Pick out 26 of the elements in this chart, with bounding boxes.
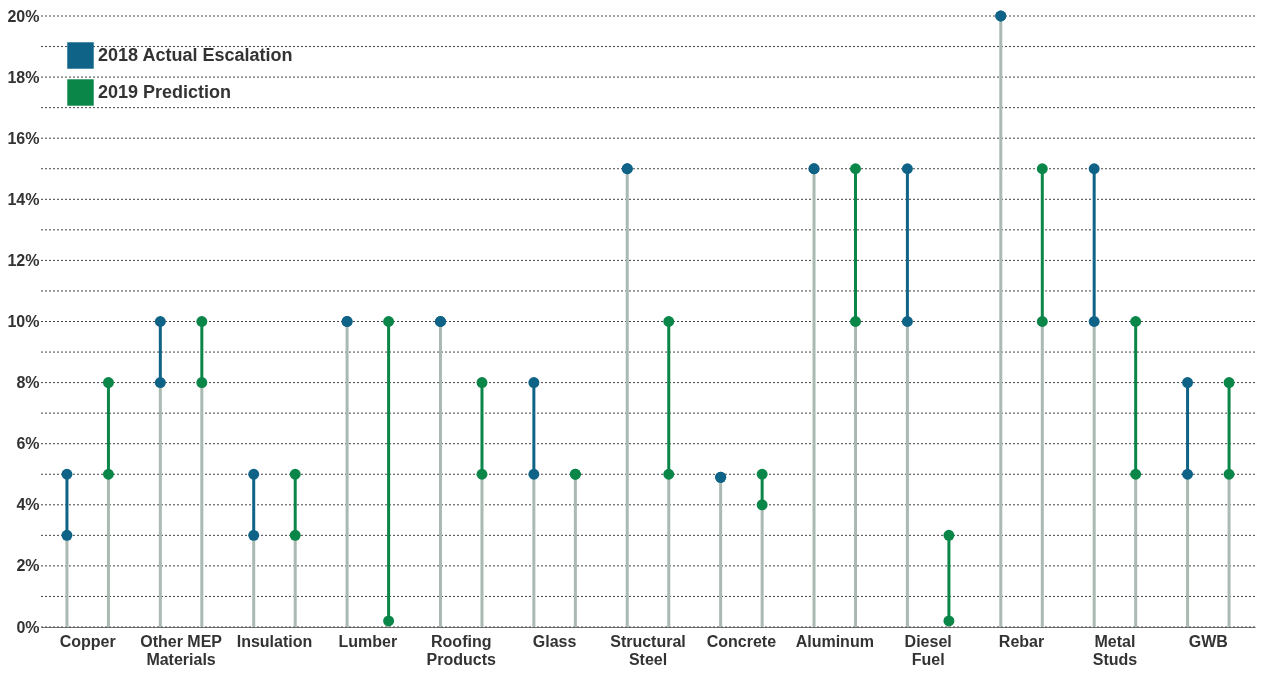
x-tick-label: Concrete xyxy=(706,632,777,650)
x-tick-label: Insulation xyxy=(236,632,313,650)
y-tick-label: 20% xyxy=(7,7,40,25)
y-tick-label: 0% xyxy=(16,618,40,636)
y-tick-label: 16% xyxy=(7,129,40,147)
x-tick-label: Metal Studs xyxy=(1092,632,1138,668)
y-tick-label: 12% xyxy=(7,251,40,269)
x-tick-label: GWB xyxy=(1188,632,1228,650)
x-tick-label: Diesel Fuel xyxy=(904,632,952,668)
legend-label: 2019 Prediction xyxy=(98,81,232,102)
x-tick-label: Structural Steel xyxy=(610,632,686,668)
y-tick-label: 10% xyxy=(7,313,40,330)
x-tick-label: Glass xyxy=(532,632,577,650)
y-tick-label: 4% xyxy=(16,496,40,514)
x-tick-label: Other MEP Materials xyxy=(140,632,223,668)
x-tick-label: Rebar xyxy=(998,632,1045,650)
y-tick-label: 6% xyxy=(16,435,40,453)
x-tick-label: Aluminum xyxy=(795,632,874,650)
legend-label: 2018 Actual Escalation xyxy=(98,44,293,65)
y-tick-label: 8% xyxy=(16,374,40,392)
x-tick-label: Roofing Products xyxy=(426,632,496,668)
y-tick-label: 2% xyxy=(16,557,40,575)
x-tick-label: Lumber xyxy=(338,632,398,650)
y-tick-label: 18% xyxy=(7,68,40,86)
y-tick-label: 14% xyxy=(7,190,40,208)
x-tick-label: Copper xyxy=(59,632,116,650)
